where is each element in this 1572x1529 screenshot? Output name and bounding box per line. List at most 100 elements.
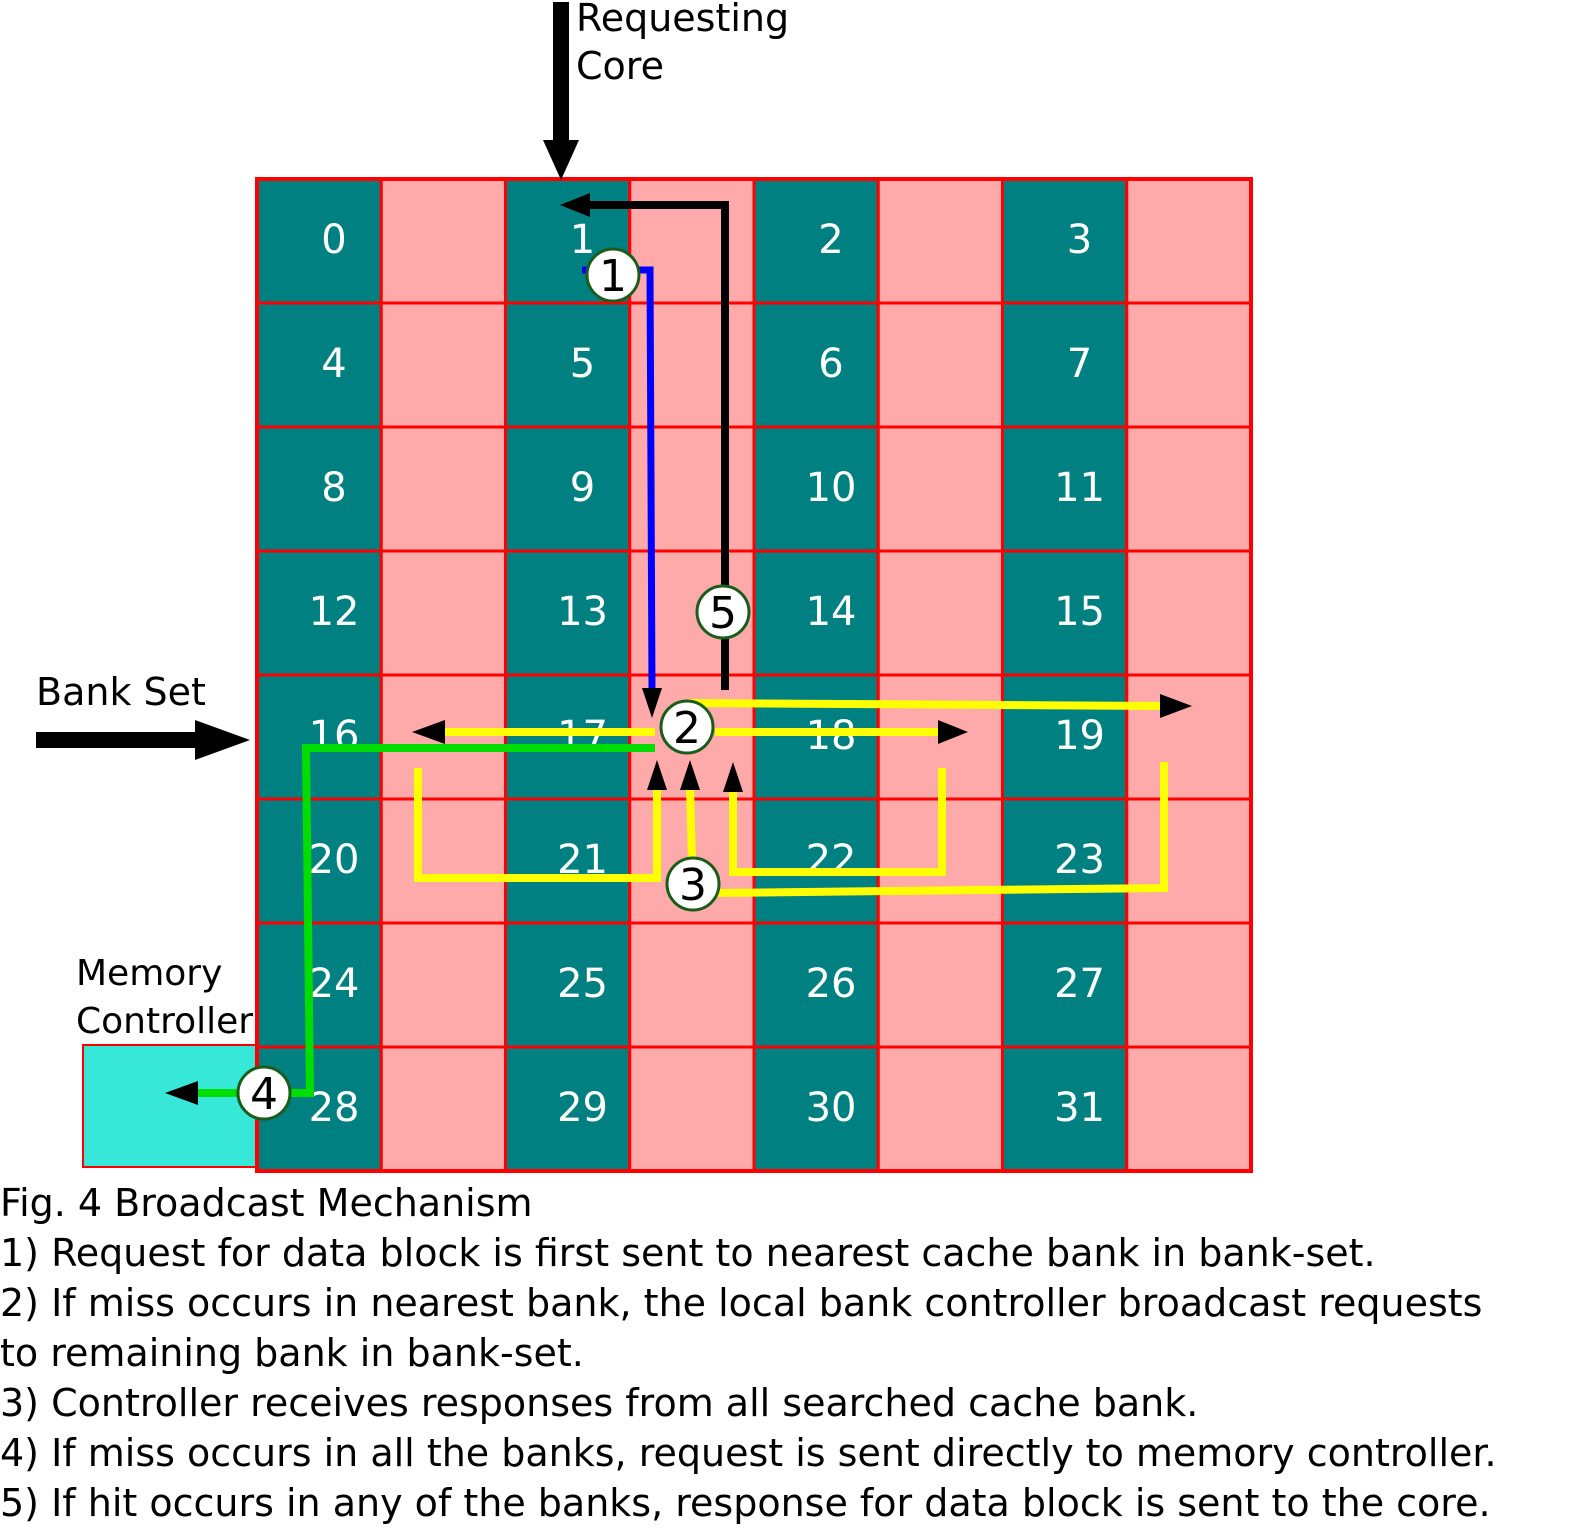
cache-bank-18 — [752, 673, 880, 801]
caption-line-6: 5) If hit occurs in any of the banks, re… — [0, 1481, 1491, 1525]
router-cell — [1125, 673, 1253, 801]
bank-number-10: 10 — [806, 465, 857, 511]
cache-bank-10 — [752, 425, 880, 553]
step-5-marker: 5 — [695, 584, 751, 640]
router-cell — [1125, 177, 1253, 305]
router-cell — [628, 921, 756, 1049]
bank-number-23: 23 — [1054, 837, 1105, 883]
router-cell — [876, 549, 1004, 677]
response-path — [560, 193, 729, 690]
bank-number-31: 31 — [1054, 1085, 1105, 1131]
caption-line-3: to remaining bank in bank-set. — [0, 1331, 584, 1375]
cache-bank-5 — [504, 301, 632, 429]
step-markers: 1 2 3 4 5 — [236, 247, 751, 1121]
bank-number-0: 0 — [321, 217, 346, 263]
bank-number-12: 12 — [309, 589, 360, 635]
caption-line-4: 3) Controller receives responses from al… — [0, 1381, 1199, 1425]
router-cell — [1125, 301, 1253, 429]
cache-bank-3 — [1001, 177, 1129, 305]
grid-border — [255, 177, 1253, 1173]
router-cell — [1125, 921, 1253, 1049]
router-cell — [379, 921, 507, 1049]
requesting-core-arrow — [543, 2, 579, 180]
bank-number-20: 20 — [309, 837, 360, 883]
svg-text:2: 2 — [673, 703, 701, 754]
router-cell — [876, 177, 1004, 305]
step-1-marker: 1 — [585, 247, 641, 303]
cache-bank-0 — [255, 177, 383, 305]
cache-bank-8 — [255, 425, 383, 553]
bank-set-arrow — [36, 720, 250, 760]
router-cell — [379, 301, 507, 429]
requesting-core-line1: Requesting — [576, 0, 790, 40]
step-2-marker: 2 — [659, 699, 715, 755]
router-cell — [876, 425, 1004, 553]
bank-number-8: 8 — [321, 465, 346, 511]
cache-bank-14 — [752, 549, 880, 677]
bank-number-9: 9 — [570, 465, 595, 511]
bank-number-26: 26 — [806, 961, 857, 1007]
router-cell — [379, 425, 507, 553]
cache-grid: 0123456789101112131415161718192021222324… — [255, 177, 1253, 1173]
bank-number-1: 1 — [570, 217, 595, 263]
bank-number-16: 16 — [309, 713, 360, 759]
broadcast-diagram: 0123456789101112131415161718192021222324… — [36, 2, 1253, 1173]
bank-number-19: 19 — [1054, 713, 1105, 759]
bank-number-13: 13 — [557, 589, 608, 635]
bank-number-30: 30 — [806, 1085, 857, 1131]
svg-text:1: 1 — [599, 251, 627, 302]
router-cell — [876, 921, 1004, 1049]
svg-text:4: 4 — [250, 1069, 278, 1120]
bank-number-4: 4 — [321, 341, 346, 387]
bank-number-22: 22 — [806, 837, 857, 883]
cache-bank-15 — [1001, 549, 1129, 677]
bank-number-25: 25 — [557, 961, 608, 1007]
svg-text:3: 3 — [679, 860, 707, 911]
cache-bank-9 — [504, 425, 632, 553]
memory-controller-line1: Memory — [76, 953, 223, 994]
router-cell — [1125, 425, 1253, 553]
cache-bank-26 — [752, 921, 880, 1049]
caption-line-2: 2) If miss occurs in nearest bank, the l… — [0, 1281, 1483, 1325]
bank-number-7: 7 — [1067, 341, 1092, 387]
requesting-core-line2: Core — [576, 44, 664, 88]
bank-number-2: 2 — [818, 217, 843, 263]
memory-controller-label: Memory Controller — [76, 950, 253, 1046]
cache-bank-7 — [1001, 301, 1129, 429]
bank-number-28: 28 — [309, 1085, 360, 1131]
bank-number-29: 29 — [557, 1085, 608, 1131]
caption-line-5: 4) If miss occurs in all the banks, requ… — [0, 1431, 1497, 1475]
step-3-marker: 3 — [665, 856, 721, 912]
cache-bank-4 — [255, 301, 383, 429]
router-cell — [379, 177, 507, 305]
cache-bank-2 — [752, 177, 880, 305]
svg-text:5: 5 — [709, 588, 737, 639]
bank-set-label: Bank Set — [36, 670, 206, 714]
cache-bank-19 — [1001, 673, 1129, 801]
response-collect-paths — [414, 760, 1168, 897]
router-cell — [379, 549, 507, 677]
step-4-marker: 4 — [236, 1065, 292, 1121]
caption-title: Fig. 4 Broadcast Mechanism — [0, 1181, 533, 1225]
router-cell — [1125, 797, 1253, 925]
bank-number-14: 14 — [806, 589, 857, 635]
router-cell — [628, 1045, 756, 1173]
bank-number-11: 11 — [1054, 465, 1105, 511]
cache-bank-17 — [504, 673, 632, 801]
memory-controller-line2: Controller — [76, 1001, 254, 1042]
router-cell — [876, 1045, 1004, 1173]
cache-bank-13 — [504, 549, 632, 677]
cache-bank-11 — [1001, 425, 1129, 553]
router-cell — [379, 797, 507, 925]
router-cell — [379, 1045, 507, 1173]
figure-caption: Fig. 4 Broadcast Mechanism 1) Request fo… — [0, 1178, 1572, 1528]
bank-number-27: 27 — [1054, 961, 1105, 1007]
router-cell — [876, 301, 1004, 429]
bank-number-24: 24 — [309, 961, 360, 1007]
broadcast-paths — [412, 694, 1192, 744]
bank-number-15: 15 — [1054, 589, 1105, 635]
requesting-core-label: Requesting Core — [576, 0, 789, 90]
caption-line-1: 1) Request for data block is first sent … — [0, 1231, 1376, 1275]
router-cell — [1125, 1045, 1253, 1173]
cache-bank-6 — [752, 301, 880, 429]
